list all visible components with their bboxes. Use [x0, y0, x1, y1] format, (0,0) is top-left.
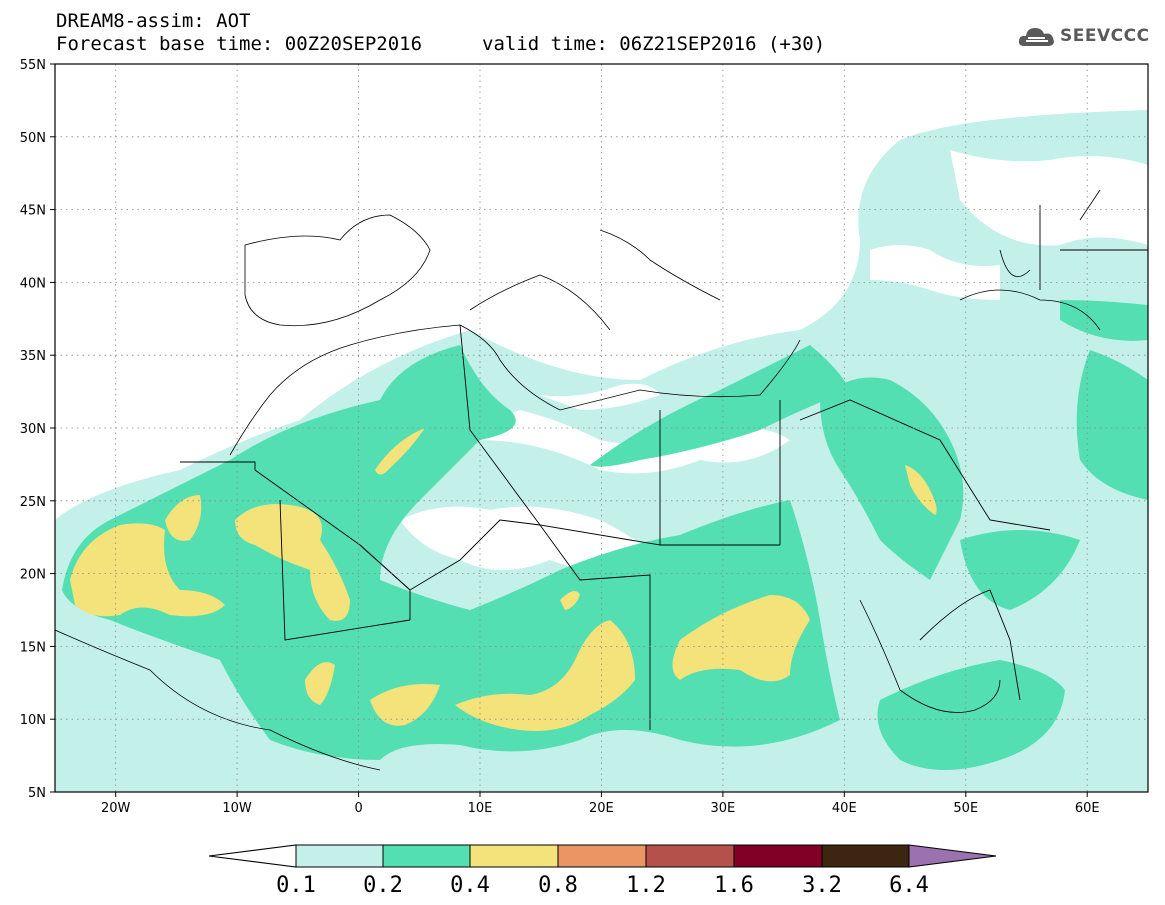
seevccc-logo: SEEVCCC: [1018, 24, 1150, 48]
colorbar-label-1-2: 1.2: [626, 873, 666, 898]
colorbar-label-1-6: 1.6: [714, 873, 754, 898]
lon-label-0: 0: [354, 801, 362, 816]
cloud-icon: [1018, 28, 1054, 46]
lon-label-40e: 40E: [832, 801, 857, 816]
colorbar-label-0-1: 0.1: [276, 873, 316, 898]
colorbar-segment-3: [469, 844, 559, 868]
title-line-2: Forecast base time: 00Z20SEP2016: [56, 33, 423, 55]
colorbar-label-0-8: 0.8: [538, 873, 578, 898]
lon-label-50e: 50E: [953, 801, 978, 816]
aot-low-areas: [400, 150, 1148, 570]
colorbar: [208, 844, 997, 868]
lat-labels: 55N 50N 45N 40N 35N 30N 25N 20N 15N 10N …: [20, 58, 46, 801]
lon-label-10w: 10W: [222, 801, 252, 816]
colorbar-segment-1: [295, 844, 384, 868]
colorbar-labels: 0.1 0.2 0.4 0.8 1.2 1.6 3.2 6.4: [276, 873, 929, 898]
lon-labels: 20W 10W 0 10E 20E 30E 40E 50E 60E: [101, 801, 1100, 816]
lat-label-20n: 20N: [20, 568, 46, 583]
valid-time: valid time: 06Z21SEP2016 (+30): [482, 33, 826, 55]
lat-label-25n: 25N: [20, 495, 46, 510]
coastlines: [55, 189, 1101, 771]
ticks: [50, 63, 1088, 797]
lat-label-30n: 30N: [20, 422, 46, 437]
lon-label-20e: 20E: [589, 801, 614, 816]
lon-label-30e: 30E: [711, 801, 736, 816]
logo-text: SEEVCCC: [1060, 26, 1150, 46]
lat-label-50n: 50N: [20, 131, 46, 146]
colorbar-lower-arrow: [208, 844, 297, 868]
colorbar-segment-7: [821, 844, 910, 868]
lat-label-55n: 55N: [20, 58, 46, 73]
colorbar-upper-arrow: [908, 844, 997, 868]
graticule: [55, 64, 1148, 792]
lat-label-5n: 5N: [28, 786, 46, 801]
borders: [180, 205, 1148, 730]
lat-label-10n: 10N: [20, 713, 46, 728]
colorbar-label-6-4: 6.4: [889, 873, 929, 898]
lon-label-10e: 10E: [468, 801, 493, 816]
aot-field: [55, 110, 1148, 792]
lat-label-40n: 40N: [20, 276, 46, 291]
colorbar-label-3-2: 3.2: [802, 873, 842, 898]
lat-label-35n: 35N: [20, 349, 46, 364]
lon-label-60e: 60E: [1075, 801, 1100, 816]
lon-label-20w: 20W: [101, 801, 131, 816]
colorbar-label-0-2: 0.2: [363, 873, 403, 898]
colorbar-label-0-4: 0.4: [450, 873, 490, 898]
colorbar-segment-2: [382, 844, 471, 868]
aot-level-0-4: [70, 428, 937, 731]
lat-label-15n: 15N: [20, 640, 46, 655]
title-line-1: DREAM8-assim: AOT: [56, 10, 251, 32]
colorbar-segment-5: [645, 844, 735, 868]
colorbar-segment-6: [733, 844, 823, 868]
lat-label-45n: 45N: [20, 204, 46, 219]
colorbar-segment-4: [557, 844, 647, 868]
